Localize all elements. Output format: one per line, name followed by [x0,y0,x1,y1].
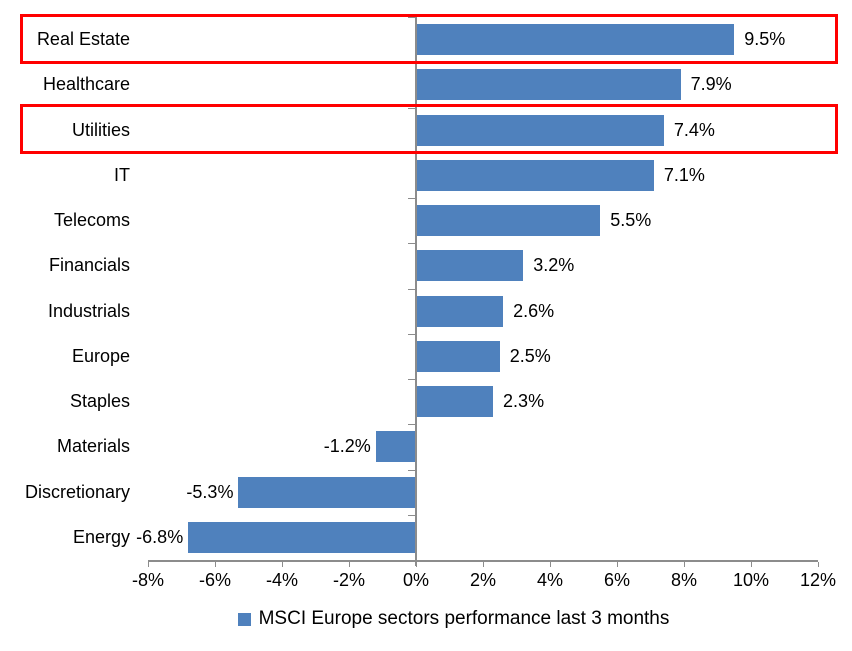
value-axis-tick [684,562,685,567]
category-label: Europe [71,345,130,366]
category-label: Staples [69,391,130,412]
category-label: Telecoms [53,210,130,231]
data-label: 7.9% [690,74,732,95]
data-label: 3.2% [533,255,575,276]
value-axis-tick-label: 4% [536,570,563,590]
category-label: Energy [72,526,130,547]
legend: MSCI Europe sectors performance last 3 m… [55,608,852,630]
legend-label: MSCI Europe sectors performance last 3 m… [258,608,670,629]
value-axis-tick [818,562,819,567]
category-axis-tick [408,379,415,380]
category-axis-tick [408,152,415,154]
bar [416,295,504,327]
category-label: Utilities [71,119,130,140]
value-axis-tick-label: -4% [265,570,298,590]
value-axis-tick-label: 10% [732,570,770,590]
category-axis-tick [408,333,415,335]
bar [416,386,494,418]
value-axis-tick [148,562,149,567]
value-axis-tick [550,562,551,567]
category-label: Materials [56,436,130,457]
category-label: Financials [48,255,130,276]
bar [416,69,681,101]
bar [416,250,524,282]
value-axis-tick [215,562,216,567]
category-axis-tick [408,514,415,516]
data-label: 2.6% [513,300,555,321]
value-axis-tick [349,562,350,567]
bar [416,159,654,191]
category-label: Healthcare [42,74,130,95]
value-axis-tick [416,562,417,567]
data-label: 9.5% [744,29,786,50]
value-axis-tick-label: 8% [670,570,697,590]
category-axis-tick [408,469,415,471]
value-axis-tick [282,562,283,567]
bar [238,476,416,508]
bar [416,340,500,372]
category-axis-tick [408,107,415,109]
bar [375,431,416,463]
value-axis-tick-label: -6% [198,570,231,590]
data-label: -5.3% [186,481,234,502]
value-axis-line [148,560,818,562]
value-axis-tick-label: 2% [469,570,496,590]
bar [416,24,735,56]
value-axis-tick [617,562,618,567]
category-axis-tick [408,424,415,426]
data-label: 7.1% [663,164,705,185]
bar [416,114,664,146]
value-axis-tick [751,562,752,567]
category-axis-tick [408,243,415,245]
data-label: -1.2% [323,436,371,457]
bar [188,521,416,553]
value-axis-tick-label: 12% [799,570,837,590]
category-axis-tick [408,17,415,18]
value-axis-tick-label: -2% [332,570,365,590]
value-axis-tick-label: 0% [402,570,429,590]
category-axis-line [415,17,417,566]
category-label: Discretionary [24,481,130,502]
category-label: IT [114,164,130,185]
data-label: -6.8% [136,526,184,547]
value-axis-tick [483,562,484,567]
value-axis-tick-label: -8% [131,570,164,590]
data-label: 7.4% [673,119,715,140]
bar [416,205,601,237]
category-label: Industrials [47,300,130,321]
category-axis-tick [408,62,415,64]
category-label: Real Estate [36,29,130,50]
category-axis-tick [408,288,415,290]
legend-swatch-icon [237,612,251,626]
category-axis-tick [408,198,415,199]
value-axis-tick-label: 6% [603,570,630,590]
data-label: 2.3% [503,391,545,412]
data-label: 2.5% [509,345,551,366]
data-label: 5.5% [610,210,652,231]
